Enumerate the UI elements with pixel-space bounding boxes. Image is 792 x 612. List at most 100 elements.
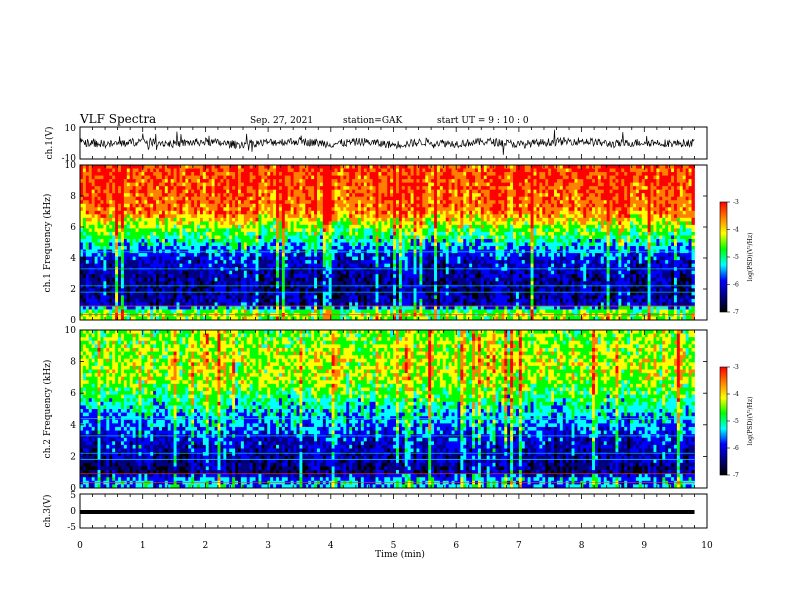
spectrogram-cell (375, 175, 379, 180)
spectrogram-cell (355, 298, 359, 303)
spectrogram-cell (88, 302, 93, 307)
spectrogram-cell (220, 291, 224, 296)
spectrogram-cell (249, 203, 254, 208)
spectrogram-cell (100, 168, 104, 173)
spectrogram-cell (120, 316, 125, 320)
spectrogram-cell (343, 277, 347, 282)
spectrogram-cell (264, 242, 268, 247)
spectrogram-cell (147, 274, 151, 279)
spectrogram-cell (340, 179, 344, 184)
spectrogram-cell (240, 277, 245, 282)
spectrogram-cell (199, 182, 204, 187)
spectrogram-cell (378, 274, 382, 279)
spectrogram-cell (381, 302, 385, 307)
spectrogram-cell (258, 179, 262, 184)
spectrogram-cell (296, 260, 300, 265)
spectrogram-cell (80, 295, 84, 300)
spectrogram-cell (91, 274, 96, 279)
spectrogram-cell (249, 217, 254, 222)
spectrogram-cell (314, 305, 318, 310)
spectrogram-cell (346, 316, 350, 320)
spectrogram-cell (317, 260, 321, 265)
spectrogram-cell (381, 200, 385, 205)
spectrogram-cell (80, 305, 84, 310)
spectrogram-cell (401, 284, 406, 289)
spectrogram-cell (363, 277, 368, 282)
spectrogram-cell (349, 263, 353, 268)
spectrogram-cell (135, 305, 139, 310)
spectrogram-cell (220, 186, 224, 191)
spectrogram-cell (144, 274, 148, 279)
spectrogram-cell (205, 288, 210, 293)
spectrogram-cell (173, 175, 177, 180)
spectrogram-cell (346, 238, 350, 243)
spectrogram-cell (80, 210, 84, 215)
spectrogram-cell (147, 217, 151, 222)
spectrogram-cell (132, 165, 136, 169)
spectrogram-cell (199, 186, 204, 191)
spectrogram-cell (240, 288, 245, 293)
spectrogram-cell (267, 246, 271, 250)
spectrogram-cell (182, 217, 186, 222)
spectrogram-cell (123, 302, 128, 307)
spectrogram-cell (220, 224, 224, 229)
spectrogram-cell (281, 291, 286, 296)
spectrogram-cell (375, 179, 379, 184)
spectrogram-cell (319, 309, 324, 314)
spectrogram-cell (410, 168, 414, 173)
spectrogram-cell (255, 263, 259, 268)
spectrogram-cell (88, 186, 93, 191)
ch1-waveform-line (79, 129, 695, 155)
spectrogram-cell (112, 235, 116, 240)
spectrogram-cell (141, 231, 145, 236)
spectrogram-cell (123, 316, 128, 320)
spectrogram-cell (188, 175, 192, 180)
spectrogram-cell (126, 182, 131, 187)
spectrogram-cell (235, 221, 239, 226)
spectrogram-cell (179, 305, 183, 310)
spectrogram-cell (390, 302, 394, 307)
spectrogram-cell (243, 246, 248, 250)
spectrogram-cell (264, 284, 268, 289)
spectrogram-cell (378, 305, 382, 310)
spectrogram-cell (378, 288, 382, 293)
spectrogram-cell (290, 235, 294, 240)
spectrogram-cell (325, 228, 330, 233)
spectrogram-cell (393, 179, 397, 184)
spectrogram-cell (173, 277, 177, 282)
spectrogram-cell (264, 316, 268, 320)
spectrogram-cell (112, 186, 116, 191)
spectrogram-cell (179, 274, 183, 279)
spectrogram-cell (343, 231, 347, 236)
spectrogram-cell (161, 200, 166, 205)
spectrogram-cell (141, 217, 145, 222)
spectrogram-cell (278, 263, 283, 268)
spectrogram-cell (360, 316, 365, 320)
spectrogram-cell (144, 316, 148, 320)
spectrogram-cell (311, 263, 315, 268)
spectrogram-cell (322, 165, 327, 169)
spectrogram-cell (211, 182, 215, 187)
spectrogram-cell (112, 168, 116, 173)
spectrogram-cell (308, 270, 312, 275)
spectrogram-cell (346, 295, 350, 300)
spectrogram-cell (337, 260, 341, 265)
spectrogram-cell (164, 189, 169, 194)
spectrogram-cell (261, 179, 265, 184)
spectrogram-cell (311, 316, 315, 320)
spectrogram-cell (88, 256, 93, 261)
spectrogram-cell (173, 203, 177, 208)
spectrogram-cell (305, 200, 309, 205)
spectrogram-cell (296, 235, 300, 240)
spectrogram-cell (226, 224, 230, 229)
spectrogram-cell (340, 221, 344, 226)
spectrogram-cell (132, 274, 136, 279)
spectrogram-cell (349, 175, 353, 180)
spectrogram-cell (360, 172, 365, 176)
spectrogram-cell (387, 305, 391, 310)
spectrogram-cell (82, 270, 87, 275)
spectrogram-cell (396, 168, 400, 173)
spectrogram-cell (381, 291, 385, 296)
spectrogram-cell (240, 207, 245, 212)
spectrogram-cell (360, 253, 365, 257)
